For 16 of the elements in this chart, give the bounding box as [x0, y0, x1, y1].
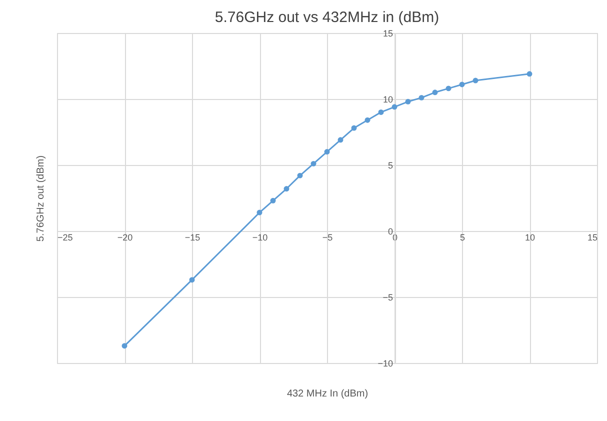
y-axis-title: 5.76GHz out (dBm) — [36, 155, 46, 242]
y-tick-label: 10 — [382, 94, 393, 104]
x-tick-label: −5 — [322, 232, 333, 242]
y-tick-label: 5 — [388, 160, 393, 170]
x-tick-label: −25 — [58, 232, 73, 242]
x-tick-label: −10 — [252, 232, 268, 242]
x-tick-label: 10 — [524, 232, 536, 242]
chart-title: 5.76GHz out vs 432MHz in (dBm) — [214, 9, 440, 26]
x-tick-label: −20 — [117, 232, 133, 242]
x-axis-title: 432 MHz In (dBm) — [286, 388, 368, 400]
y-tick-label: 15 — [382, 28, 393, 38]
x-tick-label: 15 — [587, 232, 598, 242]
y-tick-label: −5 — [382, 292, 393, 302]
y-tick-label: −10 — [378, 358, 393, 368]
x-tick-label: 5 — [460, 232, 466, 242]
x-tick-label: −15 — [184, 232, 200, 242]
